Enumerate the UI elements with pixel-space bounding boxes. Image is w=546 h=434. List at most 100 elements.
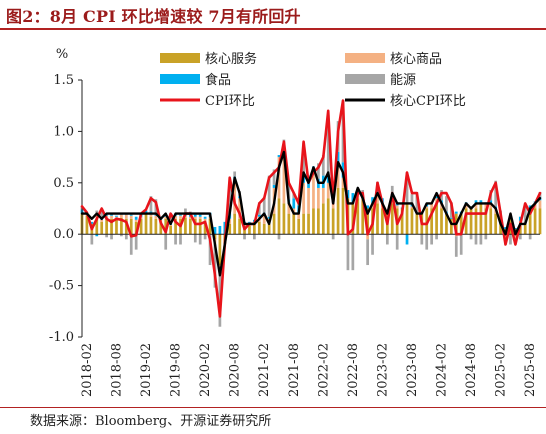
bar-核心服务 bbox=[105, 218, 108, 235]
x-tick-label: 2023-02 bbox=[375, 343, 390, 397]
bar-能源 bbox=[302, 142, 305, 174]
source-note: 数据来源：Bloomberg、开源证券研究所 bbox=[30, 414, 272, 429]
bar-食品 bbox=[450, 217, 453, 219]
bar-能源 bbox=[326, 114, 330, 177]
bar-核心商品 bbox=[287, 203, 291, 214]
legend-label-核心服务: 核心服务 bbox=[205, 51, 257, 67]
bar-核心服务 bbox=[174, 218, 177, 235]
bar-核心商品 bbox=[297, 213, 301, 219]
bar-核心服务 bbox=[469, 208, 473, 235]
bar-核心商品 bbox=[154, 215, 158, 219]
bar-核心服务 bbox=[100, 221, 104, 235]
bar-能源 bbox=[385, 234, 389, 245]
bar-食品 bbox=[115, 215, 118, 217]
bar-核心服务 bbox=[533, 208, 537, 235]
bar-能源 bbox=[149, 196, 153, 212]
bar-核心服务 bbox=[277, 198, 281, 235]
bar-能源 bbox=[272, 169, 276, 185]
bar-核心商品 bbox=[238, 198, 241, 219]
bar-核心商品 bbox=[124, 214, 128, 219]
bar-食品 bbox=[454, 211, 458, 214]
bar-核心商品 bbox=[484, 203, 488, 209]
bar-核心商品 bbox=[262, 215, 266, 224]
bar-核心商品 bbox=[430, 203, 434, 209]
bar-核心服务 bbox=[445, 213, 448, 235]
bar-核心商品 bbox=[277, 157, 281, 199]
y-tick-label: 1.5 bbox=[53, 73, 74, 88]
bar-核心服务 bbox=[326, 198, 330, 235]
bar-能源 bbox=[233, 171, 237, 177]
bar-核心服务 bbox=[499, 223, 502, 235]
x-tick-label: 2025-08 bbox=[523, 343, 538, 397]
bar-能源 bbox=[395, 234, 399, 250]
bar-能源 bbox=[351, 234, 355, 271]
bar-能源 bbox=[317, 163, 320, 179]
bar-能源 bbox=[435, 234, 438, 240]
bar-能源 bbox=[523, 203, 527, 224]
bar-能源 bbox=[120, 234, 123, 237]
bar-能源 bbox=[110, 234, 113, 240]
bar-核心服务 bbox=[410, 208, 414, 235]
bar-核心服务 bbox=[331, 208, 335, 235]
bar-食品 bbox=[479, 200, 483, 204]
bar-核心商品 bbox=[174, 215, 177, 219]
bar-能源 bbox=[100, 211, 104, 218]
bar-核心服务 bbox=[297, 218, 301, 235]
bar-食品 bbox=[267, 216, 271, 219]
bar-食品 bbox=[218, 225, 222, 235]
bar-能源 bbox=[243, 234, 246, 240]
bar-核心服务 bbox=[317, 208, 320, 235]
bar-核心商品 bbox=[134, 219, 138, 222]
bar-能源 bbox=[415, 192, 419, 213]
bar-食品 bbox=[203, 216, 207, 219]
bar-核心商品 bbox=[188, 216, 192, 219]
bar-核心服务 bbox=[321, 203, 325, 235]
bar-核心服务 bbox=[213, 234, 217, 240]
bar-食品 bbox=[198, 214, 202, 217]
bar-核心服务 bbox=[257, 221, 261, 235]
bar-核心服务 bbox=[518, 225, 522, 235]
bar-核心商品 bbox=[110, 215, 113, 219]
bar-能源 bbox=[454, 236, 458, 257]
bar-核心商品 bbox=[100, 219, 104, 222]
bar-核心商品 bbox=[198, 216, 202, 219]
bar-核心服务 bbox=[169, 225, 172, 235]
bar-核心服务 bbox=[474, 208, 478, 235]
bar-核心商品 bbox=[317, 187, 320, 209]
bar-核心商品 bbox=[341, 177, 345, 188]
x-tick-label: 2022-02 bbox=[316, 343, 331, 397]
bar-核心商品 bbox=[312, 172, 315, 209]
bar-核心服务 bbox=[415, 213, 419, 235]
bar-核心商品 bbox=[514, 234, 517, 240]
bar-核心服务 bbox=[159, 221, 163, 235]
bar-核心服务 bbox=[243, 229, 246, 235]
bar-能源 bbox=[105, 234, 108, 238]
legend-swatch-食品 bbox=[160, 74, 200, 84]
bar-能源 bbox=[469, 234, 473, 240]
bar-核心商品 bbox=[395, 205, 399, 209]
bar-能源 bbox=[193, 234, 197, 243]
bar-食品 bbox=[366, 205, 369, 209]
cpi-chart: % 1.5 1.0 0.5 0.0 -0.5 -1.0 2018-02 2018-08 2019… bbox=[49, 47, 542, 397]
bar-核心服务 bbox=[262, 223, 266, 235]
bar-能源 bbox=[484, 234, 488, 240]
bar-核心商品 bbox=[410, 206, 414, 209]
bar-能源 bbox=[129, 234, 133, 255]
bar-能源 bbox=[203, 234, 207, 240]
chart-title: 图2：8月 CPI 环比增速较 7月有所回升 bbox=[6, 7, 301, 26]
bar-核心服务 bbox=[203, 221, 207, 235]
bar-核心服务 bbox=[267, 223, 271, 235]
bar-核心服务 bbox=[134, 221, 138, 235]
bar-核心服务 bbox=[484, 208, 488, 235]
bar-核心服务 bbox=[430, 208, 434, 235]
bar-能源 bbox=[518, 234, 522, 240]
bar-核心服务 bbox=[149, 216, 153, 235]
bar-食品 bbox=[95, 234, 99, 237]
bar-能源 bbox=[509, 234, 512, 245]
x-tick-label: 2018-02 bbox=[80, 343, 95, 397]
bar-核心商品 bbox=[321, 187, 325, 204]
legend-label-能源: 能源 bbox=[390, 73, 416, 88]
bar-核心服务 bbox=[302, 213, 305, 235]
bar-核心服务 bbox=[292, 213, 296, 235]
bar-能源 bbox=[331, 234, 335, 240]
